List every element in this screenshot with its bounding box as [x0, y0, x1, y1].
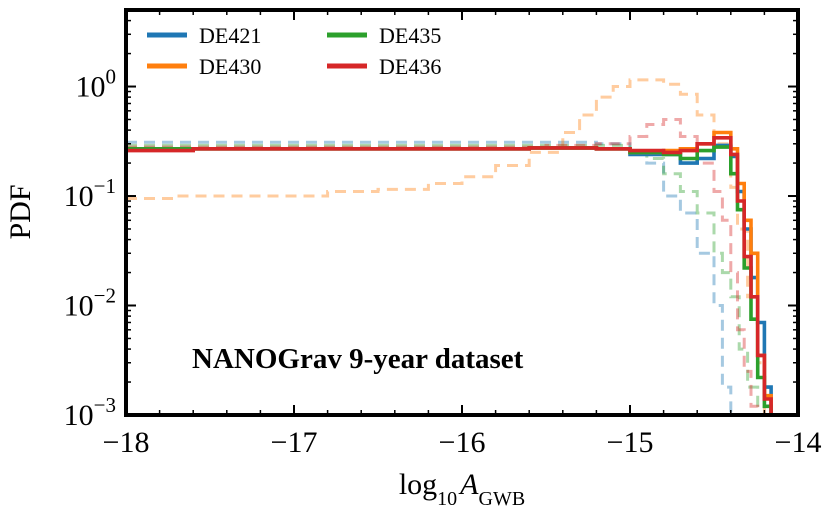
- y-tick-label: 10−1: [64, 174, 116, 213]
- legend-label: DE435: [379, 23, 441, 48]
- x-axis-label: log10 AGWB: [399, 468, 525, 506]
- series-layer: [126, 78, 773, 415]
- x-label-log: log: [399, 468, 437, 501]
- legend-label: DE430: [199, 54, 261, 79]
- y-tick-label: 10−3: [64, 393, 116, 432]
- y-tick-label: 100: [76, 65, 117, 104]
- ticks-layer: −18 −17 −16 −15 −14 100 10−1 10−2 10−3: [64, 9, 822, 459]
- y-axis-label: PDF: [4, 184, 37, 239]
- annotation: NANOGrav 9-year dataset: [192, 343, 524, 375]
- series-de436-dashed: [126, 118, 760, 415]
- series-de435-dashed: [126, 143, 760, 415]
- x-label-base: 10: [437, 488, 457, 506]
- x-tick-label: −16: [439, 426, 486, 459]
- x-label-subscript: GWB: [479, 488, 526, 506]
- x-tick-label: −15: [607, 426, 654, 459]
- legend-label: DE436: [379, 54, 441, 79]
- series-de421-dashed: [126, 140, 733, 415]
- x-tick-label: −17: [271, 426, 318, 459]
- legend: DE421 DE430 DE435 DE436: [147, 23, 441, 79]
- series-de436: [126, 136, 773, 415]
- series-de430-dashed: [126, 78, 766, 415]
- x-label-symbol: A: [458, 468, 479, 501]
- legend-label: DE421: [199, 23, 261, 48]
- x-tick-label: −14: [775, 426, 822, 459]
- y-tick-label: 10−2: [64, 284, 116, 323]
- x-tick-label: −18: [103, 426, 150, 459]
